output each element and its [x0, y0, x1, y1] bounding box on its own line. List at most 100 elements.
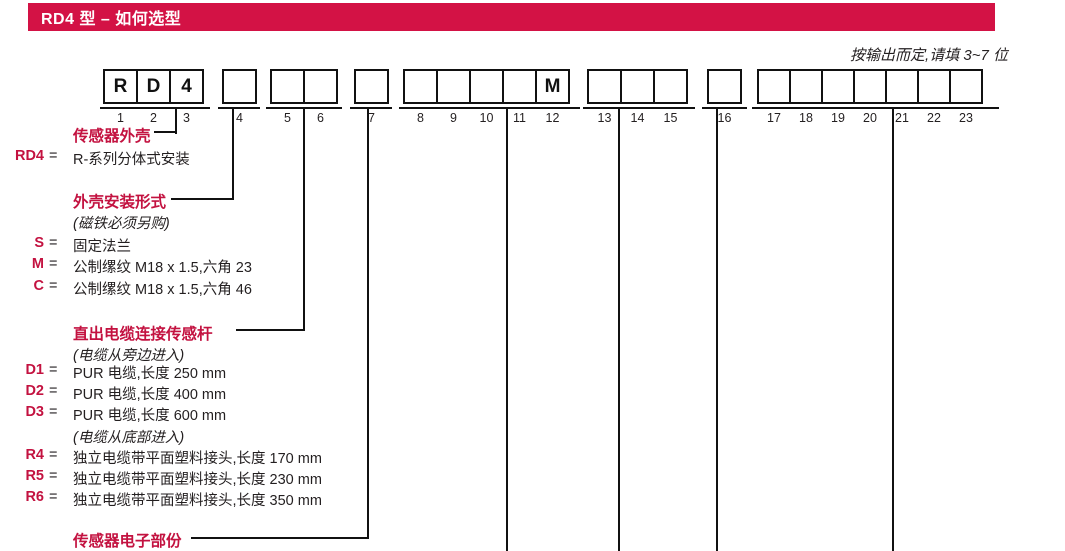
code-box-cell-19	[821, 69, 855, 104]
code-box-group-7	[707, 69, 742, 104]
underline-group-4	[350, 107, 392, 109]
underline-group-6	[583, 107, 695, 109]
option-code: S	[34, 235, 44, 251]
connector-line-electronics-h	[191, 537, 369, 539]
pos-num: 7	[368, 111, 375, 125]
code-box-cell-22	[917, 69, 951, 104]
equals-sign: =	[49, 489, 58, 505]
position-numbers-group-8: 17 18 19 20 21 22 23	[757, 111, 983, 125]
code-box-cell-13	[587, 69, 622, 104]
pos-num: 11	[513, 111, 526, 125]
code-box-group-4	[354, 69, 389, 104]
code-box-cell-12: M	[535, 69, 570, 104]
option-code: R4	[25, 447, 44, 463]
section-title-rod: 直出电缆连接传感杆	[73, 326, 213, 343]
code-box-group-8	[757, 69, 983, 104]
option-desc: PUR 电缆,长度 250 mm	[73, 366, 227, 382]
option-code: C	[33, 278, 44, 294]
connector-line-pos16	[716, 107, 718, 551]
connector-line-pos20-21	[892, 107, 894, 551]
code-box-cell-17	[757, 69, 791, 104]
equals-sign: =	[49, 278, 58, 294]
pos-num: 15	[663, 111, 678, 125]
code-box-cell-8	[403, 69, 438, 104]
equals-sign: =	[49, 148, 58, 164]
code-box-cell-16	[707, 69, 742, 104]
code-box-group-2	[222, 69, 257, 104]
pos-num: 1	[117, 111, 124, 125]
output-fill-note: 按输出而定,请填 3~7 位	[850, 47, 1008, 64]
connector-line-rod	[303, 107, 305, 331]
pos-num: 23	[959, 111, 973, 125]
pos-num: 8	[417, 111, 424, 125]
position-numbers-group-2: 4	[222, 111, 257, 125]
section-title-housing: 传感器外壳	[73, 128, 151, 145]
connector-line-mounting-h	[171, 198, 234, 200]
code-box-cell-7	[354, 69, 389, 104]
code-box-cell-21	[885, 69, 919, 104]
code-box-cell-5	[270, 69, 305, 104]
equals-sign: =	[49, 235, 58, 251]
option-desc: 固定法兰	[73, 239, 131, 255]
position-numbers-group-4: 7	[354, 111, 389, 125]
option-desc: R-系列分体式安装	[73, 152, 190, 168]
option-desc: PUR 电缆,长度 600 mm	[73, 408, 227, 424]
option-code: R6	[25, 489, 44, 505]
option-desc: PUR 电缆,长度 400 mm	[73, 387, 227, 403]
pos-num: 12	[545, 111, 560, 125]
option-code: D3	[25, 404, 44, 420]
pos-num: 20	[863, 111, 877, 125]
code-box-group-1: R D 4	[103, 69, 204, 104]
option-desc: 公制缧纹 M18 x 1.5,六角 46	[73, 282, 252, 298]
underline-group-7	[702, 107, 747, 109]
page-title: RD4 型 – 如何选型	[41, 11, 182, 28]
pos-num: 10	[479, 111, 494, 125]
connector-line-pos10-11	[506, 107, 508, 551]
connector-line-housing-h	[154, 131, 177, 133]
option-desc: 公制缧纹 M18 x 1.5,六角 23	[73, 260, 252, 276]
option-code: R5	[25, 468, 44, 484]
equals-sign: =	[49, 383, 58, 399]
option-code: M	[31, 256, 44, 272]
code-box-cell-23	[949, 69, 983, 104]
connector-line-electronics	[367, 107, 369, 539]
option-code: D1	[25, 362, 44, 378]
underline-group-1	[100, 107, 210, 109]
pos-num: 6	[317, 111, 324, 125]
code-box-cell-11	[502, 69, 537, 104]
equals-sign: =	[49, 362, 58, 378]
code-box-cell-6	[303, 69, 338, 104]
code-box-group-3	[270, 69, 338, 104]
code-box-cell-3: 4	[169, 69, 204, 104]
equals-sign: =	[49, 468, 58, 484]
equals-sign: =	[49, 256, 58, 272]
option-desc: 独立电缆带平面塑料接头,长度 350 mm	[73, 493, 322, 509]
position-numbers-group-1: 1 2 3	[103, 111, 204, 125]
equals-sign: =	[49, 447, 58, 463]
connector-line-housing	[175, 107, 177, 134]
underline-group-5	[399, 107, 580, 109]
connector-line-mounting	[232, 107, 234, 200]
code-box-cell-1: R	[103, 69, 138, 104]
rod-note-side: (电缆从旁边进入)	[73, 348, 185, 364]
pos-num: 5	[284, 111, 291, 125]
code-box-cell-18	[789, 69, 823, 104]
pos-num: 16	[717, 111, 732, 125]
pos-num: 21	[895, 111, 909, 125]
option-desc: 独立电缆带平面塑料接头,长度 230 mm	[73, 472, 322, 488]
code-box-cell-14	[620, 69, 655, 104]
connector-line-rod-h	[236, 329, 305, 331]
pos-num: 19	[831, 111, 845, 125]
section-title-electronics: 传感器电子部份	[73, 533, 182, 550]
code-box-cell-10	[469, 69, 504, 104]
pos-num: 13	[597, 111, 612, 125]
mounting-note: (磁铁必须另购)	[73, 216, 170, 232]
option-code: D2	[25, 383, 44, 399]
section-title-mounting: 外壳安装形式	[73, 194, 167, 211]
code-box-cell-20	[853, 69, 887, 104]
pos-num: 3	[183, 111, 190, 125]
connector-line-pos13-14	[618, 107, 620, 551]
underline-group-8	[752, 107, 999, 109]
code-box-cell-15	[653, 69, 688, 104]
